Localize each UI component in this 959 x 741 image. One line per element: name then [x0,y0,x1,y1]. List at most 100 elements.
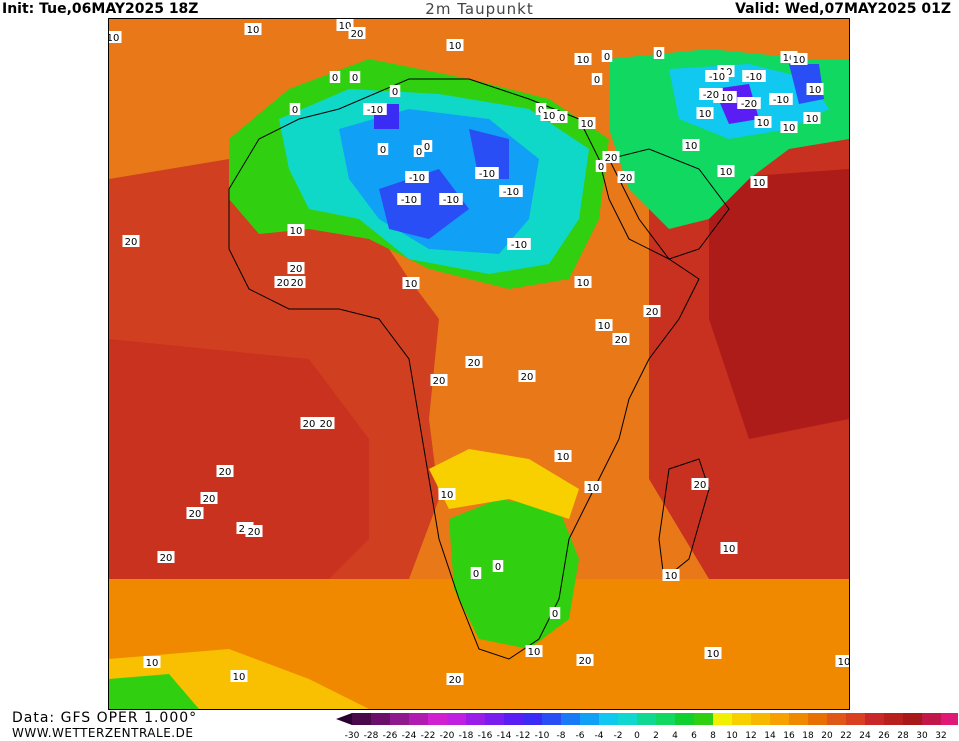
contour-label: -10 [475,167,499,180]
color-scale-box [542,713,561,725]
contour-label-box [377,143,389,155]
color-scale-box [447,713,466,725]
color-scale-tick-label: -28 [364,731,379,741]
color-scale-box [371,713,390,725]
color-scale-tick-label: 14 [764,731,776,741]
contour-label-text: 10 [753,178,766,189]
color-scale-box [675,713,694,725]
color-scale-box [865,713,884,725]
contour-label-box [720,542,738,554]
contour-label-text: 10 [233,672,246,683]
contour-label-text: 0 [495,562,501,573]
contour-label-box [289,103,301,115]
contour-label-box [465,356,483,368]
contour-label-text: 20 [620,173,633,184]
contour-label-text: 10 [557,452,570,463]
contour-label-text: 0 [424,142,430,153]
contour-label-box [742,70,766,82]
contour-label: 0 [329,71,341,84]
contour-label: 0 [470,567,482,580]
contour-label-box [617,171,635,183]
contour-label-box [705,70,729,82]
contour-label: 20 [245,525,263,538]
contour-label: -10 [405,171,429,184]
contour-label-text: 10 [707,649,720,660]
contour-label-box [109,31,122,43]
contour-label-box [554,450,572,462]
contour-label: 10 [803,112,821,125]
contour-label: 20 [576,654,594,667]
contour-label-text: 20 [694,480,707,491]
color-scale-tick-label: 26 [878,731,890,741]
contour-label-box [157,551,175,563]
contour-label-text: 20 [320,419,333,430]
contour-label: 10 [402,277,420,290]
contour-label-box [499,185,523,197]
contour-label-text: 20 [125,237,138,248]
contour-label: -10 [363,103,387,116]
contour-label-box [591,73,603,85]
kalahari-yellow-band [429,449,579,519]
contour-label-text: 0 [332,73,338,84]
contour-label-text: 10 [838,657,849,668]
contour-label: -10 [499,185,523,198]
contour-label-box [274,276,292,288]
contour-label-text: 10 [783,53,796,64]
contour-label-text: 20 [449,675,462,686]
contour-label-text: 10 [449,41,462,52]
color-scale-tick-label: 20 [821,731,833,741]
contour-label: 0 [492,560,504,573]
contour-label: 0 [549,607,561,620]
contour-label-text: 0 [292,105,298,116]
contour-label-box [696,107,714,119]
contour-label: 10 [578,117,596,130]
contour-label-box [300,417,318,429]
color-scale-box [580,713,599,725]
contour-label-box [662,569,680,581]
contour-label: 20 [186,507,204,520]
contour-label-text: 20 [579,656,592,667]
contour-label-box [653,47,665,59]
madagascar-coastline [658,458,710,580]
contour-label: 20 [288,276,306,289]
contour-label: 20 [446,673,464,686]
color-scale-box [789,713,808,725]
color-scale-tick-label: 8 [710,731,716,741]
color-scale-box [732,713,751,725]
contour-label-box [397,193,421,205]
contour-label-text: 10 [598,321,611,332]
contour-label-box [475,167,499,179]
contour-label-box [601,50,613,62]
contour-label: -20 [699,88,723,101]
contour-label-text: -10 [511,240,527,251]
contour-label-text: 10 [685,141,698,152]
color-scale: -30 -28 -26 -24 -22 -20 -18 -16 -14 -12 -10 -8 -6 -4-… [336,713,958,741]
color-scale-box [618,713,637,725]
contour-label: 10 [835,655,849,668]
color-scale-boxes [336,713,958,725]
contour-label: 0 [591,73,603,86]
contour-label: 10 [554,450,572,463]
contour-label-text: -10 [503,187,519,198]
contour-label: 20 [317,417,335,430]
color-scale-tick-label: 28 [897,731,909,741]
color-scale-box [922,713,941,725]
color-scale-box [409,713,428,725]
contour-label-text: -10 [746,72,762,83]
contour-label: 20 [617,171,635,184]
contour-label: 20 [157,551,175,564]
color-scale-tick-label: 24 [859,731,871,741]
arabia-coastline [608,148,730,260]
color-scale-tick-label: -24 [402,731,417,741]
contour-label-text: -10 [409,173,425,184]
color-scale-box [846,713,865,725]
contour-label-box [230,670,248,682]
color-scale-tick-label: -20 [440,731,455,741]
contour-label-text: 0 [352,73,358,84]
kalahari-green-field [449,499,579,649]
contour-label: 10 [720,542,738,555]
contour-label-box [287,262,305,274]
color-scale-tick-label: -26 [383,731,398,741]
contour-label-text: 10 [793,55,806,66]
contour-label: 0 [595,160,607,173]
